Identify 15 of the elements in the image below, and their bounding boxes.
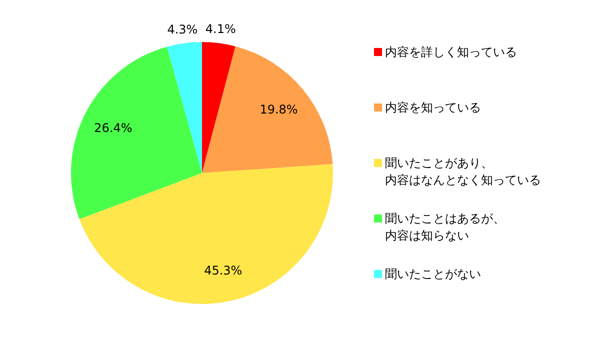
data-label: 45.3% [204,263,242,278]
data-label: 4.3% [167,22,198,36]
data-label: 26.4% [94,120,132,135]
pie-slice [79,164,333,304]
legend-label: 聞いたことがあり、内容はなんとなく知っている [385,156,541,187]
legend-label: 内容を知っている [385,100,481,114]
pie-slice [202,46,333,173]
legend-label: 聞いたことはあるが、内容は知らない [385,212,505,242]
pie-slice [167,42,202,173]
pie-slice [71,46,202,220]
pie-slice [202,42,236,173]
data-label: 19.8% [260,102,298,117]
data-label: 4.1% [205,22,236,36]
legend-label: 聞いたことがない [385,267,481,281]
legend-label: 内容を詳しく知っている [385,45,517,59]
